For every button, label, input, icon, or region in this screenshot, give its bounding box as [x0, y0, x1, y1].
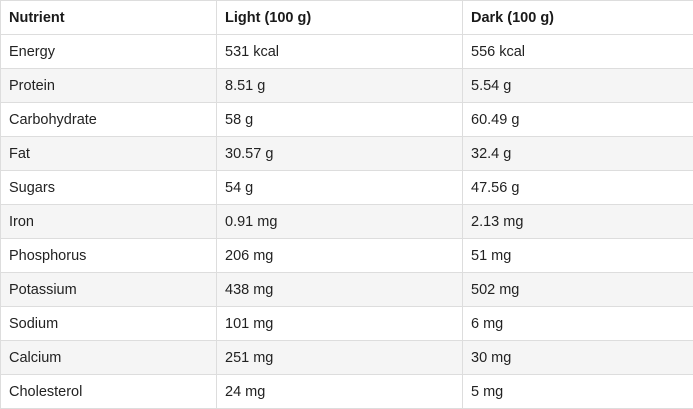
nutrient-cell: Sugars	[1, 171, 217, 205]
light-value-cell: 0.91 mg	[217, 205, 463, 239]
light-value-cell: 101 mg	[217, 307, 463, 341]
dark-value-cell: 30 mg	[463, 341, 693, 375]
light-value-cell: 30.57 g	[217, 137, 463, 171]
table-row: Energy 531 kcal 556 kcal	[1, 35, 693, 69]
table-header: Nutrient Light (100 g) Dark (100 g)	[1, 1, 693, 35]
nutrient-cell: Cholesterol	[1, 375, 217, 409]
table-row: Calcium 251 mg 30 mg	[1, 341, 693, 375]
header-row: Nutrient Light (100 g) Dark (100 g)	[1, 1, 693, 35]
nutrient-cell: Sodium	[1, 307, 217, 341]
dark-value-cell: 2.13 mg	[463, 205, 693, 239]
nutrient-cell: Phosphorus	[1, 239, 217, 273]
table-row: Fat 30.57 g 32.4 g	[1, 137, 693, 171]
dark-value-cell: 60.49 g	[463, 103, 693, 137]
light-value-cell: 8.51 g	[217, 69, 463, 103]
dark-value-cell: 6 mg	[463, 307, 693, 341]
nutrient-cell: Carbohydrate	[1, 103, 217, 137]
light-value-cell: 438 mg	[217, 273, 463, 307]
dark-value-cell: 47.56 g	[463, 171, 693, 205]
light-value-cell: 24 mg	[217, 375, 463, 409]
dark-value-cell: 502 mg	[463, 273, 693, 307]
header-dark: Dark (100 g)	[463, 1, 693, 35]
nutrient-cell: Fat	[1, 137, 217, 171]
table-row: Iron 0.91 mg 2.13 mg	[1, 205, 693, 239]
light-value-cell: 251 mg	[217, 341, 463, 375]
table-row: Sugars 54 g 47.56 g	[1, 171, 693, 205]
dark-value-cell: 556 kcal	[463, 35, 693, 69]
table-row: Phosphorus 206 mg 51 mg	[1, 239, 693, 273]
header-light: Light (100 g)	[217, 1, 463, 35]
dark-value-cell: 5.54 g	[463, 69, 693, 103]
table-row: Cholesterol 24 mg 5 mg	[1, 375, 693, 409]
table-row: Carbohydrate 58 g 60.49 g	[1, 103, 693, 137]
nutrient-cell: Iron	[1, 205, 217, 239]
dark-value-cell: 32.4 g	[463, 137, 693, 171]
table-row: Protein 8.51 g 5.54 g	[1, 69, 693, 103]
dark-value-cell: 5 mg	[463, 375, 693, 409]
light-value-cell: 54 g	[217, 171, 463, 205]
light-value-cell: 58 g	[217, 103, 463, 137]
table-row: Potassium 438 mg 502 mg	[1, 273, 693, 307]
table-body: Energy 531 kcal 556 kcal Protein 8.51 g …	[1, 35, 693, 409]
nutrient-cell: Calcium	[1, 341, 217, 375]
dark-value-cell: 51 mg	[463, 239, 693, 273]
table-row: Sodium 101 mg 6 mg	[1, 307, 693, 341]
header-nutrient: Nutrient	[1, 1, 217, 35]
nutrient-cell: Energy	[1, 35, 217, 69]
nutrient-cell: Protein	[1, 69, 217, 103]
light-value-cell: 206 mg	[217, 239, 463, 273]
nutrient-cell: Potassium	[1, 273, 217, 307]
light-value-cell: 531 kcal	[217, 35, 463, 69]
